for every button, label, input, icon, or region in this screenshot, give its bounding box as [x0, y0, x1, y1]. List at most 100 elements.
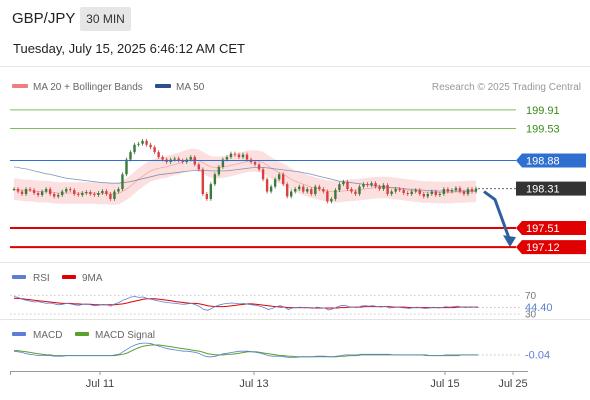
candle	[474, 186, 478, 194]
candle	[450, 188, 454, 194]
candle	[32, 188, 36, 195]
candle	[153, 145, 156, 155]
candle	[382, 183, 385, 192]
candle	[458, 186, 462, 194]
candle	[269, 184, 273, 194]
bollinger-band	[14, 148, 476, 205]
candle	[285, 182, 289, 199]
legend-swatch-macd	[12, 332, 26, 336]
candle	[105, 189, 108, 196]
candle	[197, 162, 201, 172]
level-label: 199.53	[526, 124, 560, 136]
candle	[410, 189, 413, 196]
candle	[253, 160, 257, 167]
candle	[109, 192, 112, 201]
candle	[213, 172, 217, 187]
legend-label-rsi: RSI	[33, 273, 50, 284]
candle	[334, 188, 337, 201]
candle	[462, 189, 466, 196]
candle	[201, 167, 205, 196]
candle	[366, 182, 369, 188]
level-current: 198.31	[478, 181, 586, 196]
candle	[354, 189, 357, 196]
candle	[386, 183, 389, 196]
x-tick-label: Jul 15	[430, 378, 459, 390]
legend-label-bb: MA 20 + Bollinger Bands	[33, 82, 143, 93]
symbol-title: GBP/JPY	[12, 10, 76, 27]
candle	[310, 187, 313, 196]
candle	[133, 142, 136, 155]
candle	[16, 187, 20, 194]
candle	[350, 187, 353, 194]
candle	[322, 187, 325, 194]
candle	[28, 187, 32, 193]
candle	[93, 192, 96, 197]
copyright-text: Research © 2025 Trading Central	[432, 82, 581, 93]
candle	[261, 167, 265, 182]
level-support: 197.12	[10, 240, 586, 255]
level-label: 199.91	[526, 105, 560, 117]
candle	[81, 191, 84, 197]
candle	[342, 179, 345, 187]
candle	[24, 187, 28, 196]
legend-swatch-macd-signal	[75, 332, 89, 336]
interval-badge[interactable]: 30 MIN	[80, 7, 131, 31]
candle	[129, 150, 132, 162]
candle	[281, 172, 285, 187]
candle	[48, 187, 52, 196]
candle	[56, 193, 60, 199]
candle	[73, 188, 76, 196]
candle	[306, 187, 309, 194]
candle	[273, 177, 277, 189]
candle	[85, 190, 88, 195]
candle	[221, 157, 225, 169]
candle	[229, 151, 233, 160]
x-tick-label: Jul 13	[239, 378, 268, 390]
candle	[137, 141, 140, 147]
rsi-value-label: 44.40	[525, 302, 553, 314]
macd-plot: -0.04	[13, 342, 550, 361]
candle	[434, 189, 438, 197]
candle	[44, 187, 48, 194]
candle	[414, 188, 417, 194]
candle	[378, 184, 381, 192]
candle	[121, 172, 124, 192]
candle	[145, 138, 148, 147]
x-tick-label: Jul 11	[86, 378, 115, 390]
candle	[101, 189, 104, 195]
candle	[20, 189, 24, 196]
candle	[298, 184, 301, 192]
candle	[113, 189, 116, 201]
level-label: 197.12	[526, 242, 560, 254]
ma50-line	[13, 166, 476, 192]
candle	[177, 156, 180, 163]
candle	[61, 189, 64, 197]
candle	[65, 187, 68, 194]
candle	[338, 182, 341, 193]
candle	[466, 187, 470, 196]
candle	[326, 189, 329, 204]
macd-value-label: -0.04	[525, 349, 550, 361]
candle	[36, 191, 40, 197]
candle	[205, 192, 209, 201]
candle	[418, 188, 421, 196]
rsi-line	[13, 296, 479, 311]
candle	[217, 164, 221, 177]
rsi-ma-line	[14, 297, 478, 309]
legend-label-ma50: MA 50	[176, 82, 205, 93]
candle	[89, 190, 92, 196]
level-resistance: 199.91	[10, 105, 560, 117]
rsi-level-label: 70	[525, 291, 537, 302]
candle	[470, 187, 474, 194]
level-label: 198.88	[526, 156, 560, 168]
x-tick-label: Jul 25	[498, 378, 527, 390]
level-support: 197.51	[10, 220, 586, 235]
candle	[438, 192, 442, 197]
candle	[257, 162, 261, 172]
key-levels: 199.91 199.53 198.88 198.31 197.51 197.12	[10, 105, 586, 255]
candle	[97, 191, 100, 197]
level-pivot: 198.88	[10, 153, 586, 168]
legend-label-rsi-ma: 9MA	[82, 273, 103, 284]
